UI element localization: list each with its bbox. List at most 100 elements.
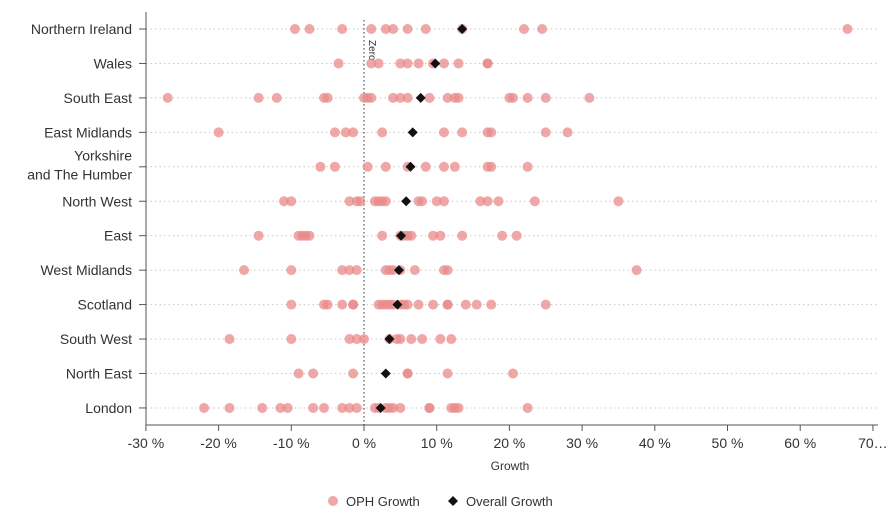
oph-growth-point bbox=[540, 299, 551, 310]
oph-growth-point bbox=[402, 24, 413, 34]
oph-growth-point bbox=[286, 265, 297, 276]
oph-growth-point bbox=[333, 58, 344, 69]
oph-growth-point bbox=[351, 265, 362, 276]
x-tick-label: 50 % bbox=[712, 435, 744, 451]
oph-growth-point bbox=[417, 196, 428, 207]
oph-growth-point bbox=[522, 161, 533, 172]
y-axis-labels: Northern Ireland Wales South East East Midl… bbox=[27, 21, 132, 416]
oph-growth-point bbox=[199, 402, 210, 413]
overall-growth-point bbox=[384, 334, 395, 345]
oph-growth-point bbox=[442, 92, 453, 103]
oph-growth-point bbox=[366, 92, 377, 103]
oph-growth-point bbox=[449, 161, 460, 172]
oph-growth-point bbox=[486, 127, 497, 138]
oph-growth-point bbox=[395, 58, 406, 69]
oph-growth-point bbox=[522, 402, 533, 413]
x-axis-ticks: -30 % -20 % -10 % 0 % 10 % 20 % 30 % 40 % 50 % 60… bbox=[128, 425, 888, 451]
oph-growth-point bbox=[438, 127, 449, 138]
oph-growth-point bbox=[355, 196, 366, 207]
oph-growth-point bbox=[362, 161, 373, 172]
oph-growth-point bbox=[406, 334, 417, 345]
oph-growth-point bbox=[380, 24, 391, 34]
oph-growth-point bbox=[348, 299, 359, 310]
oph-growth-point bbox=[842, 24, 853, 34]
oph-growth-point bbox=[322, 299, 333, 310]
oph-growth-point bbox=[508, 368, 519, 379]
oph-growth-point bbox=[329, 161, 340, 172]
oph-growth-point bbox=[289, 24, 300, 34]
data-marks bbox=[162, 24, 853, 413]
x-tick-label: -30 % bbox=[128, 435, 165, 451]
legend-oph-marker bbox=[328, 496, 338, 506]
oph-growth-point bbox=[395, 402, 406, 413]
legend-oph-label: OPH Growth bbox=[346, 494, 420, 509]
x-axis-title: Growth bbox=[491, 459, 530, 473]
overall-growth-point bbox=[401, 196, 412, 207]
oph-growth-point bbox=[377, 230, 388, 241]
oph-growth-point bbox=[518, 24, 529, 34]
overall-growth-point bbox=[457, 24, 468, 34]
oph-growth-point bbox=[344, 265, 355, 276]
oph-growth-point bbox=[351, 402, 362, 413]
oph-growth-point bbox=[584, 92, 595, 103]
oph-growth-point bbox=[162, 92, 173, 103]
oph-growth-point bbox=[442, 299, 453, 310]
oph-growth-point bbox=[471, 299, 482, 310]
oph-growth-point bbox=[337, 265, 348, 276]
oph-growth-point bbox=[213, 127, 224, 138]
oph-growth-point bbox=[562, 127, 573, 138]
x-tick-label: 20 % bbox=[493, 435, 525, 451]
oph-growth-point bbox=[271, 92, 282, 103]
x-tick-label: -10 % bbox=[273, 435, 310, 451]
oph-growth-point bbox=[424, 402, 435, 413]
region-label: North West bbox=[62, 193, 132, 209]
oph-growth-point bbox=[395, 92, 406, 103]
oph-growth-point bbox=[388, 265, 399, 276]
overall-growth-point bbox=[407, 127, 418, 138]
oph-growth-point bbox=[438, 196, 449, 207]
oph-growth-point bbox=[224, 402, 235, 413]
oph-growth-point bbox=[613, 196, 624, 207]
region-label-line: Yorkshire bbox=[74, 147, 132, 163]
oph-growth-point bbox=[348, 368, 359, 379]
x-tick-label: 60 % bbox=[784, 435, 816, 451]
gridlines bbox=[146, 28, 878, 409]
overall-growth-point bbox=[405, 161, 416, 172]
overall-growth-point bbox=[430, 58, 441, 69]
x-tick-label: 30 % bbox=[566, 435, 598, 451]
legend-overall-label: Overall Growth bbox=[466, 494, 553, 509]
oph-growth-point bbox=[493, 196, 504, 207]
oph-growth-point bbox=[406, 230, 417, 241]
oph-growth-point bbox=[395, 334, 406, 345]
oph-growth-point bbox=[388, 24, 399, 34]
region-label: Scotland bbox=[78, 297, 132, 313]
oph-growth-point bbox=[402, 58, 413, 69]
axes bbox=[139, 12, 878, 426]
oph-growth-point bbox=[409, 265, 420, 276]
oph-growth-point bbox=[475, 196, 486, 207]
oph-growth-point bbox=[337, 299, 348, 310]
overall-growth-point bbox=[393, 265, 404, 276]
region-label: East Midlands bbox=[44, 124, 132, 140]
oph-growth-point bbox=[304, 24, 315, 34]
oph-growth-point bbox=[453, 92, 464, 103]
oph-growth-point bbox=[402, 299, 413, 310]
zero-label: Zero bbox=[366, 40, 377, 61]
oph-growth-point bbox=[522, 92, 533, 103]
oph-growth-point bbox=[279, 196, 290, 207]
oph-growth-point bbox=[344, 334, 355, 345]
oph-growth-point bbox=[442, 368, 453, 379]
region-label: Yorkshire and The Humber bbox=[27, 147, 132, 182]
x-tick-label: 40 % bbox=[639, 435, 671, 451]
oph-growth-point bbox=[377, 127, 388, 138]
overall-growth-point bbox=[375, 402, 386, 413]
region-label: West Midlands bbox=[40, 262, 132, 278]
oph-growth-point bbox=[428, 230, 439, 241]
oph-growth-point bbox=[388, 92, 399, 103]
oph-growth-point bbox=[413, 299, 424, 310]
oph-growth-point bbox=[286, 334, 297, 345]
oph-growth-point bbox=[631, 265, 642, 276]
region-label: South East bbox=[64, 90, 133, 106]
region-label: South West bbox=[60, 331, 132, 347]
